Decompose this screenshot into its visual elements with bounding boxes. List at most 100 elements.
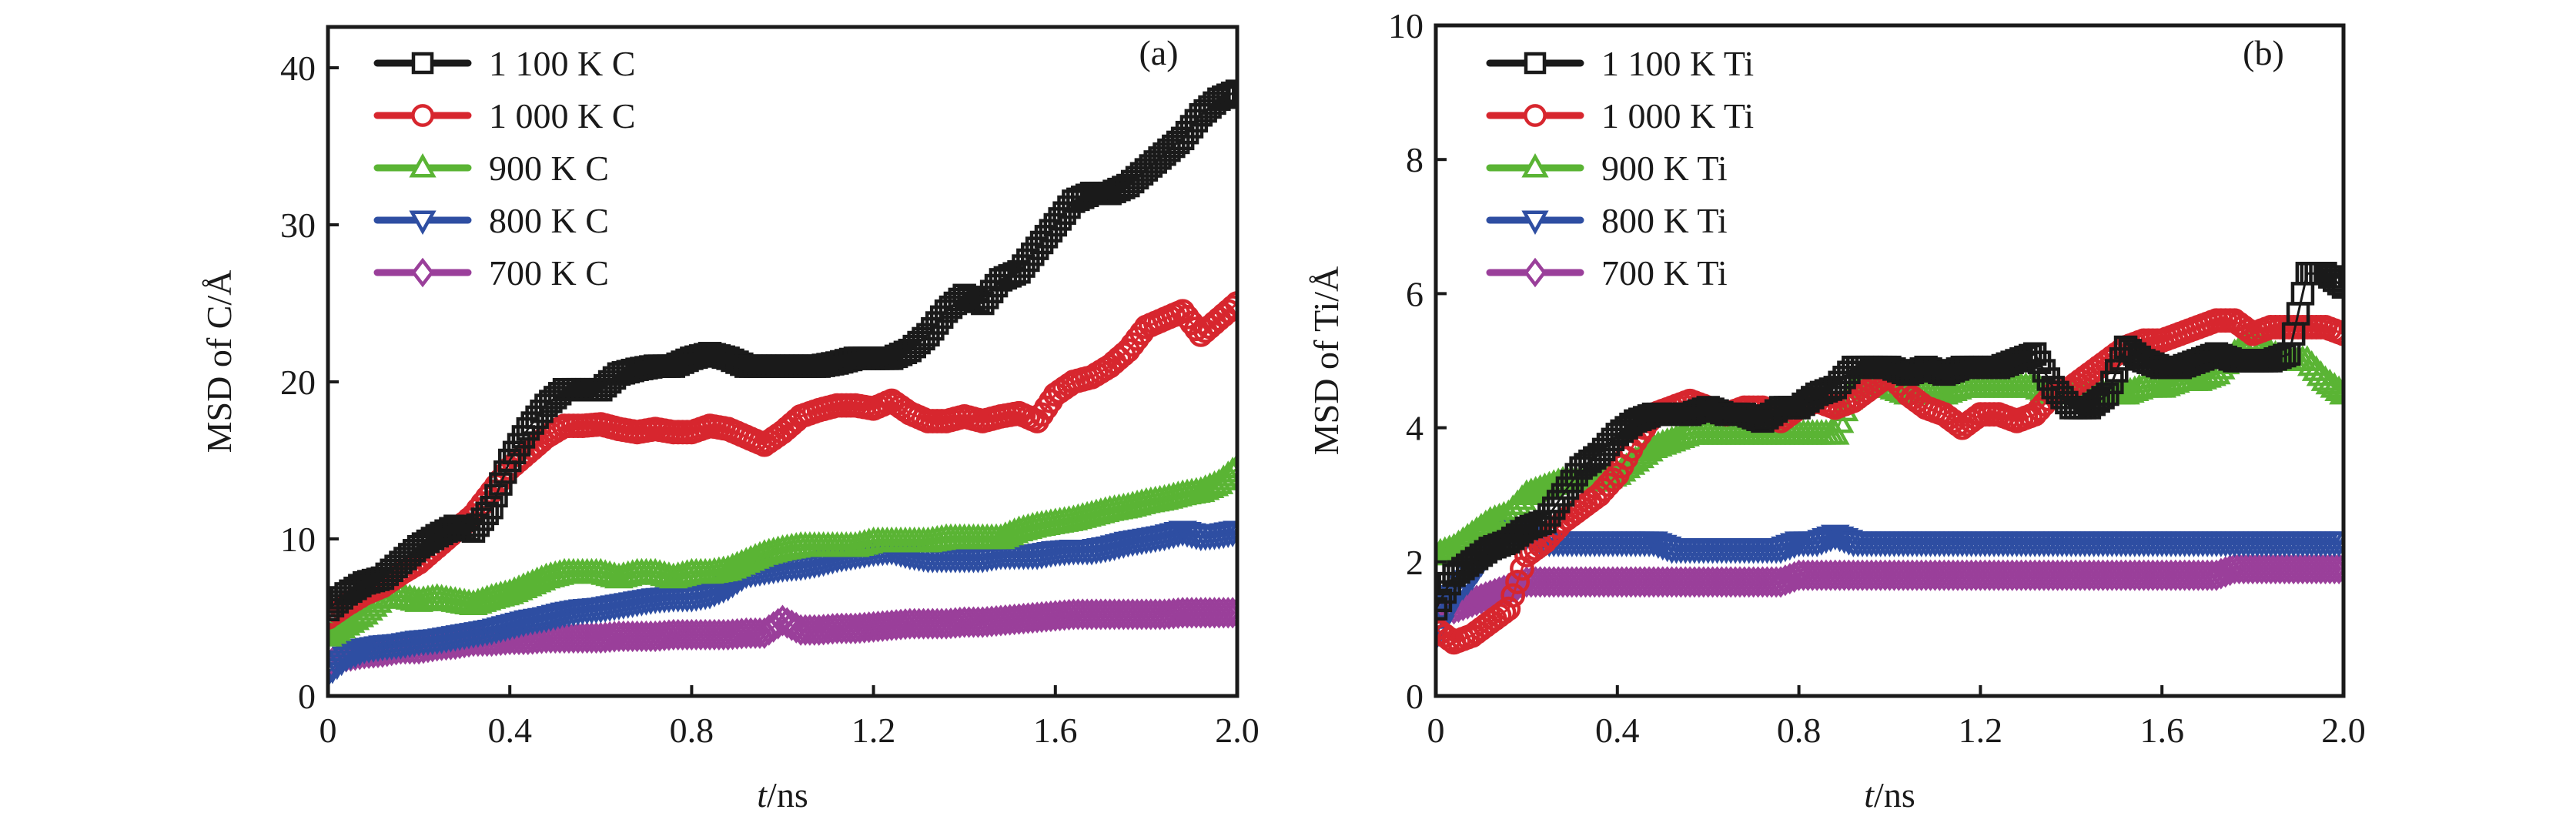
legend-label: 800 K C (489, 201, 609, 240)
data-point (1496, 596, 1521, 621)
y-tick-label: 30 (280, 206, 316, 245)
data-point (2324, 375, 2343, 401)
data-point (2331, 552, 2343, 585)
x-tick-label: 2.0 (2321, 711, 2366, 750)
axes-frame (326, 25, 1239, 698)
data-point (2331, 275, 2343, 299)
data-point (1469, 583, 1494, 615)
panel-tag: (b) (2243, 33, 2284, 72)
data-point (1216, 597, 1237, 629)
legend-label: 1 100 K C (489, 44, 635, 83)
x-axis-label-unit: /ns (1874, 775, 1915, 815)
legend-marker (411, 257, 434, 288)
legend-item: 1 000 K Ti (1486, 96, 1754, 135)
data-point (2327, 272, 2343, 296)
legend-item: 900 K C (373, 149, 609, 188)
y-tick-label: 6 (1406, 274, 1423, 313)
data-point (1460, 586, 1484, 618)
y-axis-label: MSD of Ti/Å (1306, 266, 1346, 455)
data-point (1464, 584, 1489, 617)
x-tick-label: 1.2 (1959, 711, 2003, 750)
data-point (328, 654, 352, 681)
legend-marker (1524, 104, 1547, 127)
legend-item: 1 100 K C (373, 44, 635, 83)
data-point (1213, 460, 1237, 487)
data-point (1474, 580, 1498, 614)
series-1 (328, 79, 1237, 622)
y-tick-label: 8 (1406, 140, 1423, 179)
legend-marker (1521, 153, 1549, 178)
legend-marker (1521, 210, 1549, 235)
data-point (2331, 321, 2343, 346)
panel-tag: (a) (1139, 33, 1178, 72)
legend-item: 800 K C (373, 201, 609, 240)
x-axis-label-var: t (1864, 775, 1875, 815)
data-point (1505, 570, 1531, 594)
panel-a: 0 0.4 0.8 1.2 1.6 2.0 0 10 20 30 40 t/ns MSD of C/Å (… (199, 25, 1260, 815)
axes-frame (1434, 23, 2346, 698)
series-3 (328, 453, 1237, 647)
legend-label: 700 K Ti (1601, 253, 1728, 293)
legend: 1 100 K Ti 1 000 K Ti 900 K Ti 800 K Ti 700 … (1486, 44, 1754, 293)
data-point (1220, 295, 1237, 320)
x-axis-label: t/ns (757, 775, 808, 815)
x-tick-label: 0 (319, 711, 337, 750)
legend-marker (411, 52, 434, 75)
y-tick-label: 0 (298, 677, 316, 716)
data-point (1777, 562, 1802, 595)
legend-label: 700 K C (489, 253, 609, 293)
data-point (484, 483, 508, 508)
x-tick-label: 0.4 (487, 711, 532, 750)
data-point (480, 495, 503, 520)
y-tick-label: 0 (1406, 677, 1423, 716)
data-point (1223, 520, 1237, 547)
legend-marker (409, 153, 437, 178)
y-tick-label: 10 (280, 520, 316, 559)
y-axis-label: MSD of C/Å (199, 270, 239, 453)
y-tick-label: 2 (1406, 543, 1423, 582)
data-area (328, 79, 1237, 688)
legend-marker (1524, 52, 1547, 75)
data-point (1225, 597, 1237, 629)
x-tick-label: 2.0 (1215, 711, 1260, 750)
legend-label: 900 K C (489, 149, 609, 188)
legend: 1 100 K C 1 000 K C 900 K C 800 K C 700 K C (373, 44, 635, 293)
legend-label: 900 K Ti (1601, 149, 1728, 188)
legend-label: 800 K Ti (1601, 201, 1728, 240)
data-point (336, 607, 366, 633)
data-point (1505, 569, 1530, 601)
data-point (1220, 597, 1237, 629)
legend-item: 1 000 K C (373, 96, 635, 135)
data-point (328, 662, 343, 688)
data-point (2329, 531, 2343, 557)
legend-item: 1 100 K Ti (1486, 44, 1754, 83)
data-point (1218, 457, 1237, 483)
x-tick-label: 0.8 (670, 711, 714, 750)
legend-marker (1524, 257, 1547, 288)
data-point (1223, 453, 1237, 479)
data-point (2213, 556, 2238, 588)
data-point (328, 658, 347, 684)
data-point (1225, 79, 1237, 103)
legend-label: 1 100 K Ti (1601, 44, 1754, 83)
legend-item: 900 K Ti (1486, 149, 1728, 188)
y-tick-label: 10 (1388, 6, 1423, 45)
series-5 (1436, 552, 2343, 625)
legend-marker (409, 210, 437, 235)
data-point (2204, 559, 2229, 591)
x-tick-label: 0.4 (1595, 711, 1640, 750)
x-tick-label: 0 (1427, 711, 1445, 750)
data-point (1437, 627, 1462, 651)
data-area (1436, 262, 2343, 655)
data-point (2329, 378, 2343, 405)
y-tick-label: 4 (1406, 409, 1423, 448)
data-point (1768, 566, 1793, 598)
legend-item: 700 K Ti (1486, 253, 1728, 293)
legend-item: 800 K Ti (1486, 201, 1728, 240)
legend-label: 1 000 K Ti (1601, 96, 1754, 135)
data-point (1220, 81, 1237, 105)
data-point (1500, 583, 1526, 608)
x-tick-label: 1.2 (851, 711, 896, 750)
data-point (2327, 552, 2343, 585)
y-tick-label: 40 (280, 49, 316, 88)
